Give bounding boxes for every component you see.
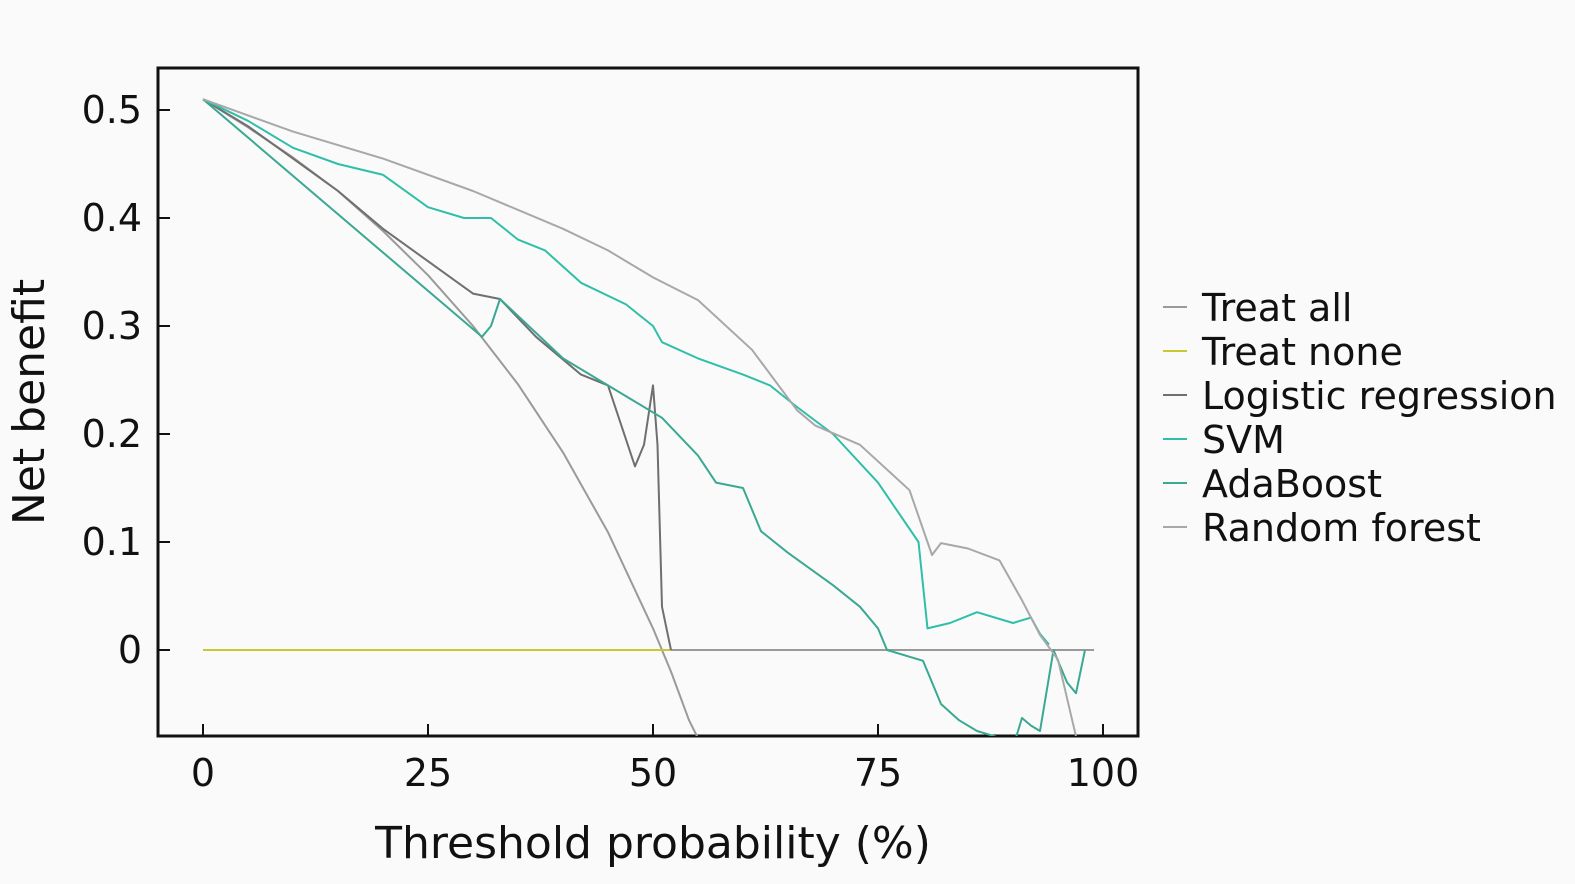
legend-label-adaboost: AdaBoost — [1202, 462, 1382, 506]
x-tick-label: 25 — [404, 751, 452, 795]
legend-label-logistic-regression: Logistic regression — [1202, 374, 1557, 418]
y-tick-label: 0.5 — [82, 88, 142, 132]
y-tick-label: 0.4 — [82, 196, 142, 240]
x-tick-label: 75 — [854, 751, 902, 795]
legend-label-svm: SVM — [1202, 418, 1285, 462]
x-tick-label: 50 — [629, 751, 677, 795]
series-line-adaboost — [202, 98, 1086, 736]
x-axis-label: Threshold probability (%) — [374, 818, 931, 869]
y-axis-label: Net benefit — [4, 279, 55, 525]
series-line-svm — [202, 98, 1050, 646]
y-tick-label: 0 — [118, 628, 142, 672]
legend-label-random-forest: Random forest — [1202, 506, 1481, 550]
y-tick-label: 0.1 — [82, 520, 142, 564]
y-tick-label: 0.3 — [82, 304, 142, 348]
x-tick-label: 0 — [191, 751, 215, 795]
y-tick-label: 0.2 — [82, 412, 142, 456]
legend-label-treat-all: Treat all — [1201, 286, 1352, 330]
series-line-logistic-regression — [202, 98, 672, 651]
series-line-random-forest — [202, 98, 1077, 736]
legend-label-treat-none: Treat none — [1201, 330, 1403, 374]
x-tick-label: 100 — [1067, 751, 1140, 795]
